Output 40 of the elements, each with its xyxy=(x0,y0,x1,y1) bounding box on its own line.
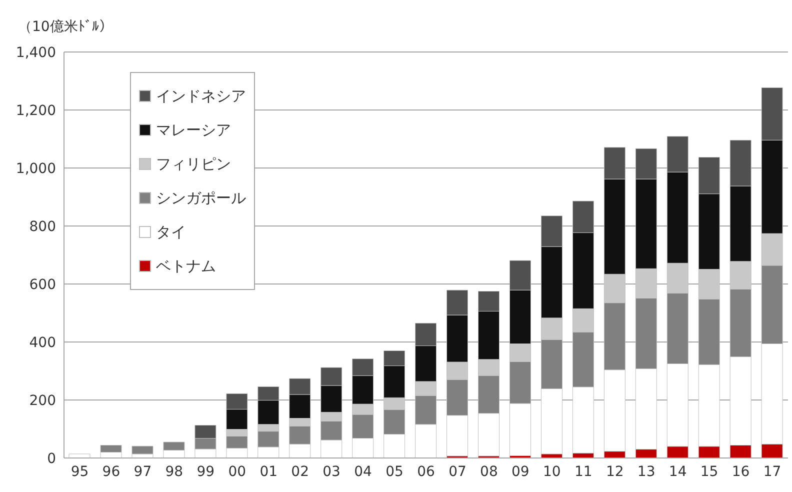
y-tick-label: 1,400 xyxy=(16,44,56,61)
x-tick-label: 12 xyxy=(606,464,624,480)
x-tick-label: 99 xyxy=(196,464,215,480)
y-tick-label: 1,000 xyxy=(16,160,56,177)
legend-label: タイ xyxy=(156,222,186,242)
legend-label: シンガポール xyxy=(156,188,246,208)
x-tick-label: 05 xyxy=(386,464,404,480)
x-tick-label: 10 xyxy=(543,464,561,480)
legend-label: フィリピン xyxy=(156,154,231,174)
x-tick-label: 08 xyxy=(480,464,498,480)
x-tick-label: 96 xyxy=(102,464,120,480)
bar xyxy=(68,454,90,458)
y-tick-label: 400 xyxy=(29,334,56,351)
y-tick-label: 200 xyxy=(29,392,56,409)
x-tick-label: 16 xyxy=(732,464,750,480)
x-tick-label: 04 xyxy=(354,464,372,480)
x-tick-label: 17 xyxy=(763,464,782,480)
x-tick-label: 14 xyxy=(668,464,687,480)
bar xyxy=(132,446,154,454)
legend-label: マレーシア xyxy=(156,120,231,140)
x-tick-label: 97 xyxy=(134,464,152,480)
x-tick-label: 00 xyxy=(228,464,246,480)
x-tick-label: 95 xyxy=(70,464,89,480)
x-tick-label: 03 xyxy=(322,464,340,480)
y-tick-label: 1,200 xyxy=(16,102,56,119)
legend-label: ベトナム xyxy=(156,256,216,276)
x-tick-label: 09 xyxy=(512,464,530,480)
x-tick-label: 98 xyxy=(165,464,184,480)
x-tick-label: 07 xyxy=(448,464,466,480)
y-tick-label: 800 xyxy=(29,218,56,235)
y-tick-label: 0 xyxy=(47,450,56,467)
x-tick-label: 06 xyxy=(417,464,435,480)
x-tick-label: 01 xyxy=(260,464,278,480)
legend-label: インドネシア xyxy=(156,86,246,106)
y-axis-title: （10億米ﾄﾞﾙ） xyxy=(18,18,113,36)
x-tick-label: 15 xyxy=(700,464,718,480)
y-tick-label: 600 xyxy=(29,276,56,293)
x-tick-label: 11 xyxy=(574,464,592,480)
x-tick-label: 13 xyxy=(637,464,656,480)
x-tick-label: 02 xyxy=(291,464,309,480)
